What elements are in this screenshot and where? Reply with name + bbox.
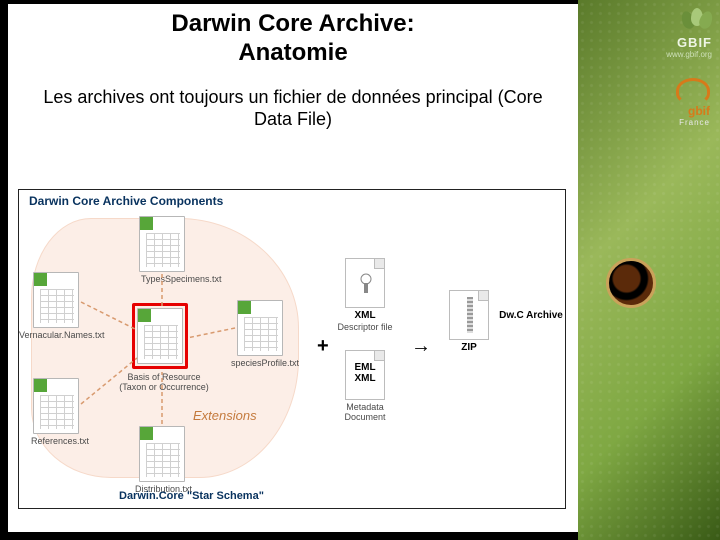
star-schema-label: Darwin.Core "Star Schema" [119,490,264,502]
spreadsheet-icon [139,216,185,272]
eml-caption-2: XML [354,373,375,384]
diagram-header: Darwin Core Archive Components [29,194,223,208]
xml-descriptor-icon [345,258,385,308]
slide-body: Darwin Core Archive: Anatomie Les archiv… [8,4,578,532]
slide-subtitle: Les archives ont toujours un fichier de … [8,68,578,139]
file-label: References.txt [31,436,89,446]
zip-caption: ZIP [449,342,489,353]
title-line-2: Anatomie [238,39,347,66]
arrow-symbol: → [411,335,431,358]
core-file-label: Basis of Resource (Taxon or Occurrence) [119,372,209,392]
eml-subcaption: Metadata Document [329,402,401,422]
gbif-france-swirl-icon [676,78,710,104]
gbif-france-label: gbif [676,104,710,118]
spreadsheet-icon [237,300,283,356]
spreadsheet-icon [139,426,185,482]
title-line-1: Darwin Core Archive: [171,10,414,37]
spreadsheet-icon [33,272,79,328]
gbif-france-logo: gbif France [676,78,710,127]
extensions-label: Extensions [193,408,257,423]
gbif-logo: GBIF www.gbif.org [666,8,712,59]
dwc-archive-diagram: Darwin Core Archive Components TypesSpec… [18,189,566,509]
core-file-highlight [132,303,188,369]
plus-symbol: + [317,335,329,358]
xml-caption: XML [345,310,385,321]
file-label: TypesSpecimens.txt [141,274,222,284]
file-label: Vernacular.Names.txt [19,330,105,340]
gecko-eye [606,258,656,308]
eml-caption-1: EML [354,362,375,373]
zip-result-label: Dw.C Archive [497,310,565,321]
spreadsheet-icon [33,378,79,434]
file-label: speciesProfile.txt [231,358,299,368]
zip-archive-icon [449,290,489,340]
xml-subcaption: Descriptor file [335,322,395,332]
slide-title: Darwin Core Archive: Anatomie [8,4,578,68]
gbif-leaf-icon [682,8,712,30]
gbif-url: www.gbif.org [666,50,712,59]
gbif-france-sub: France [676,118,710,127]
sidebar-gecko-photo: GBIF www.gbif.org gbif France [578,0,720,540]
gbif-label: GBIF [666,35,712,50]
